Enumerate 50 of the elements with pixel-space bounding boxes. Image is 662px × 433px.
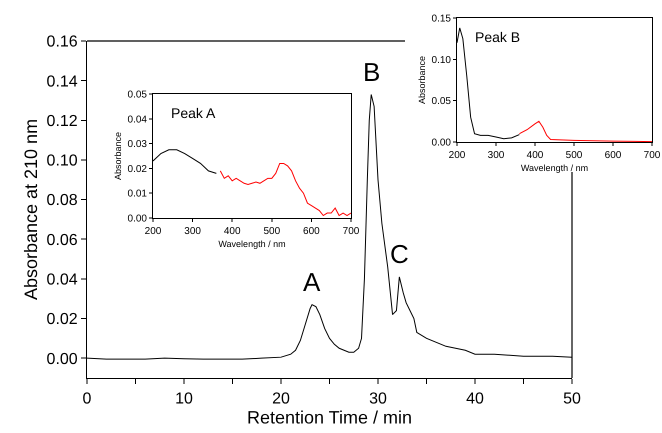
x-tick-label: 700	[342, 226, 360, 237]
x-tick-label: 200	[144, 226, 162, 237]
x-tick-label: 500	[566, 150, 583, 161]
x-tick-label: 30	[369, 390, 387, 408]
y-tick-label: 0.01	[128, 188, 148, 200]
y-tick-label: 0.05	[432, 96, 452, 108]
y-tick-label: 0.06	[46, 232, 78, 249]
y-axis-title: Absorbance	[416, 56, 427, 104]
y-tick-label: 0.00	[432, 138, 452, 148]
x-tick-label: 600	[303, 226, 320, 237]
y-tick-label: 0.10	[46, 152, 78, 170]
y-tick-label: 0.02	[128, 164, 148, 175]
x-tick-label: 300	[184, 226, 202, 237]
text: Peak A	[171, 105, 216, 121]
y-tick-label: 0.04	[46, 271, 78, 288]
y-axis-title: Absorbance	[112, 132, 123, 180]
x-tick-label: 10	[175, 390, 193, 408]
annotation: C	[390, 239, 409, 269]
x-tick-label: 40	[466, 390, 484, 408]
y-tick-label: 0.08	[46, 192, 78, 210]
x-axis-title: Retention Time / min	[246, 407, 412, 428]
text: Peak B	[475, 29, 520, 45]
y-tick-label: 0.00	[46, 350, 78, 368]
y-tick-label: 0.15	[432, 14, 452, 24]
x-tick-label: 20	[272, 390, 290, 408]
x-tick-label: 200	[448, 150, 466, 161]
x-tick-label: 0	[82, 390, 92, 408]
y-tick-label: 0.14	[46, 73, 78, 90]
x-tick-label: 300	[488, 150, 505, 161]
x-tick-label: 600	[604, 150, 622, 161]
x-tick-label: 400	[526, 150, 544, 161]
y-tick-label: 0.05	[128, 90, 148, 100]
x-tick-label: 500	[263, 226, 281, 237]
y-tick-label: 0.02	[46, 311, 78, 328]
x-axis-title: Wavelength / nm	[218, 238, 286, 249]
x-tick-label: 700	[644, 150, 661, 161]
x-tick-label: 400	[224, 226, 241, 237]
x-axis-title: Wavelength / nm	[520, 162, 588, 173]
annotation: B	[363, 57, 380, 87]
y-tick-label: 0.12	[46, 112, 78, 130]
line-series	[220, 162, 351, 216]
y-axis-title: Absorbance at 210 nm	[20, 118, 41, 300]
annotation: A	[303, 267, 321, 297]
y-tick-label: 0.00	[128, 214, 148, 224]
y-tick-label: 0.16	[46, 34, 78, 51]
y-tick-label: 0.03	[128, 139, 148, 150]
line-series	[518, 120, 652, 142]
x-tick-label: 50	[563, 390, 581, 408]
y-tick-label: 0.10	[432, 54, 452, 66]
y-tick-label: 0.04	[128, 114, 148, 126]
